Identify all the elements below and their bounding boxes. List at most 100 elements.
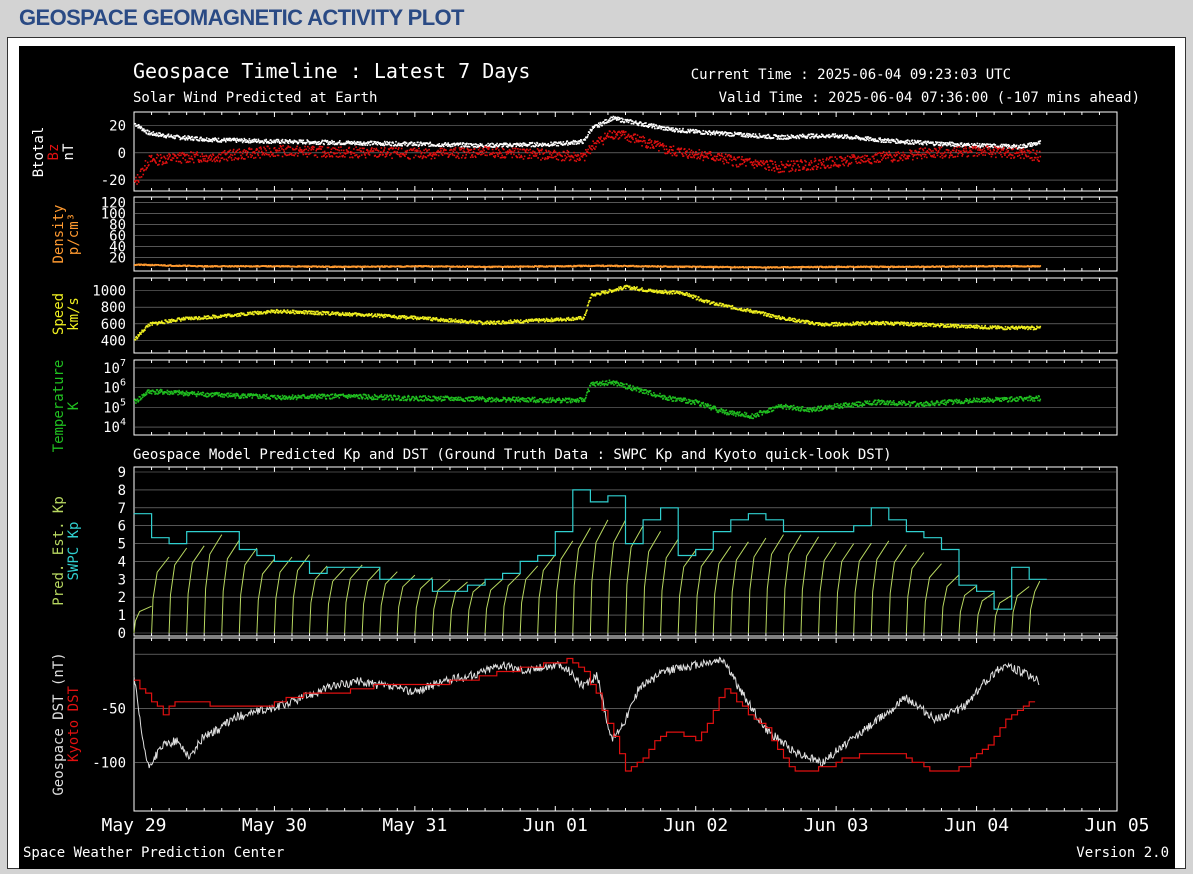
bz-point — [432, 156, 434, 158]
bz-point — [434, 157, 436, 159]
btotal-point — [417, 142, 419, 144]
bz-point — [563, 151, 565, 153]
bz-point — [834, 156, 836, 158]
bz-point — [697, 157, 699, 159]
bz-point — [646, 145, 648, 147]
btotal-point — [185, 139, 187, 141]
btotal-point — [265, 140, 267, 142]
bz-point — [156, 157, 158, 159]
bz-point — [483, 153, 485, 155]
btotal-point — [168, 133, 170, 135]
btotal-point — [502, 145, 504, 147]
bz-point — [322, 146, 324, 148]
btotal-point — [740, 132, 742, 134]
btotal-point — [632, 120, 634, 122]
bz-point — [704, 151, 706, 153]
btotal-point — [982, 146, 984, 148]
bz-point — [463, 148, 465, 150]
btotal-point — [591, 129, 593, 131]
bz-point — [421, 152, 423, 154]
bz-point — [203, 160, 205, 162]
bz-point — [359, 148, 361, 150]
bz-point — [797, 164, 799, 166]
bz-point — [450, 153, 452, 155]
bz-point — [483, 150, 485, 152]
geomagnetic-activity-plot: Geospace Timeline : Latest 7 Days Solar … — [19, 46, 1175, 869]
bz-point — [594, 148, 596, 150]
btotal-point — [784, 135, 786, 137]
btotal-point — [238, 140, 240, 142]
btotal-point — [828, 134, 830, 136]
btotal-point — [926, 144, 928, 146]
bz-point — [160, 154, 162, 156]
bz-point — [142, 168, 144, 170]
bz-point — [795, 169, 797, 171]
bz-point — [723, 163, 725, 165]
btotal-point — [282, 139, 284, 141]
bz-point — [391, 157, 393, 159]
bz-point — [286, 147, 288, 149]
bz-point — [442, 154, 444, 156]
bz-point — [299, 150, 301, 152]
bz-point — [336, 156, 338, 158]
bz-point — [548, 150, 550, 152]
bz-point — [940, 153, 942, 155]
btotal-point — [932, 142, 934, 144]
bz-point — [725, 160, 727, 162]
bz-point — [772, 163, 774, 165]
btotal-point — [138, 124, 140, 126]
bz-point — [691, 150, 693, 152]
bz-point — [168, 157, 170, 159]
bz-point — [282, 156, 284, 158]
bz-point — [455, 147, 457, 149]
bz-point — [906, 158, 908, 160]
bz-point — [461, 157, 463, 159]
bz-point — [341, 149, 343, 151]
bz-point — [557, 154, 559, 156]
bz-point — [492, 149, 494, 151]
bz-point — [517, 157, 519, 159]
bz-point — [187, 161, 189, 163]
bz-point — [819, 160, 821, 162]
btotal-point — [746, 133, 748, 135]
bz-point — [928, 151, 930, 153]
bz-point — [965, 148, 967, 150]
bz-point — [650, 147, 652, 149]
bz-point — [775, 164, 777, 166]
btotal-point — [494, 146, 496, 148]
bz-point — [390, 153, 392, 155]
bz-point — [482, 151, 484, 153]
bz-point — [144, 169, 146, 171]
bz-point — [659, 142, 661, 144]
bz-point — [767, 164, 769, 166]
bz-point — [568, 151, 570, 153]
bz-point — [762, 162, 764, 164]
bz-point — [877, 152, 879, 154]
bz-point — [775, 166, 777, 168]
bz-point — [552, 157, 554, 159]
bz-point — [230, 154, 232, 156]
btotal-point — [870, 137, 872, 139]
bz-point — [722, 156, 724, 158]
bz-point — [524, 156, 526, 158]
bz-point — [956, 149, 958, 151]
btotal-point — [146, 133, 148, 135]
btotal-point — [619, 118, 621, 120]
bz-point — [214, 161, 216, 163]
bz-point — [566, 156, 568, 158]
bz-point — [860, 162, 862, 164]
bz-point — [851, 154, 853, 156]
bz-point — [378, 150, 380, 152]
bz-point — [188, 155, 190, 157]
btotal-point — [411, 142, 413, 144]
btotal-point — [479, 143, 481, 145]
bz-point — [186, 154, 188, 156]
btotal-point — [954, 146, 956, 148]
btotal-point — [547, 143, 549, 145]
bz-point — [632, 139, 634, 141]
bz-point — [315, 150, 317, 152]
bz-point — [326, 152, 328, 154]
bz-point — [944, 151, 946, 153]
btotal-point — [569, 143, 571, 145]
btotal-point — [587, 134, 589, 136]
